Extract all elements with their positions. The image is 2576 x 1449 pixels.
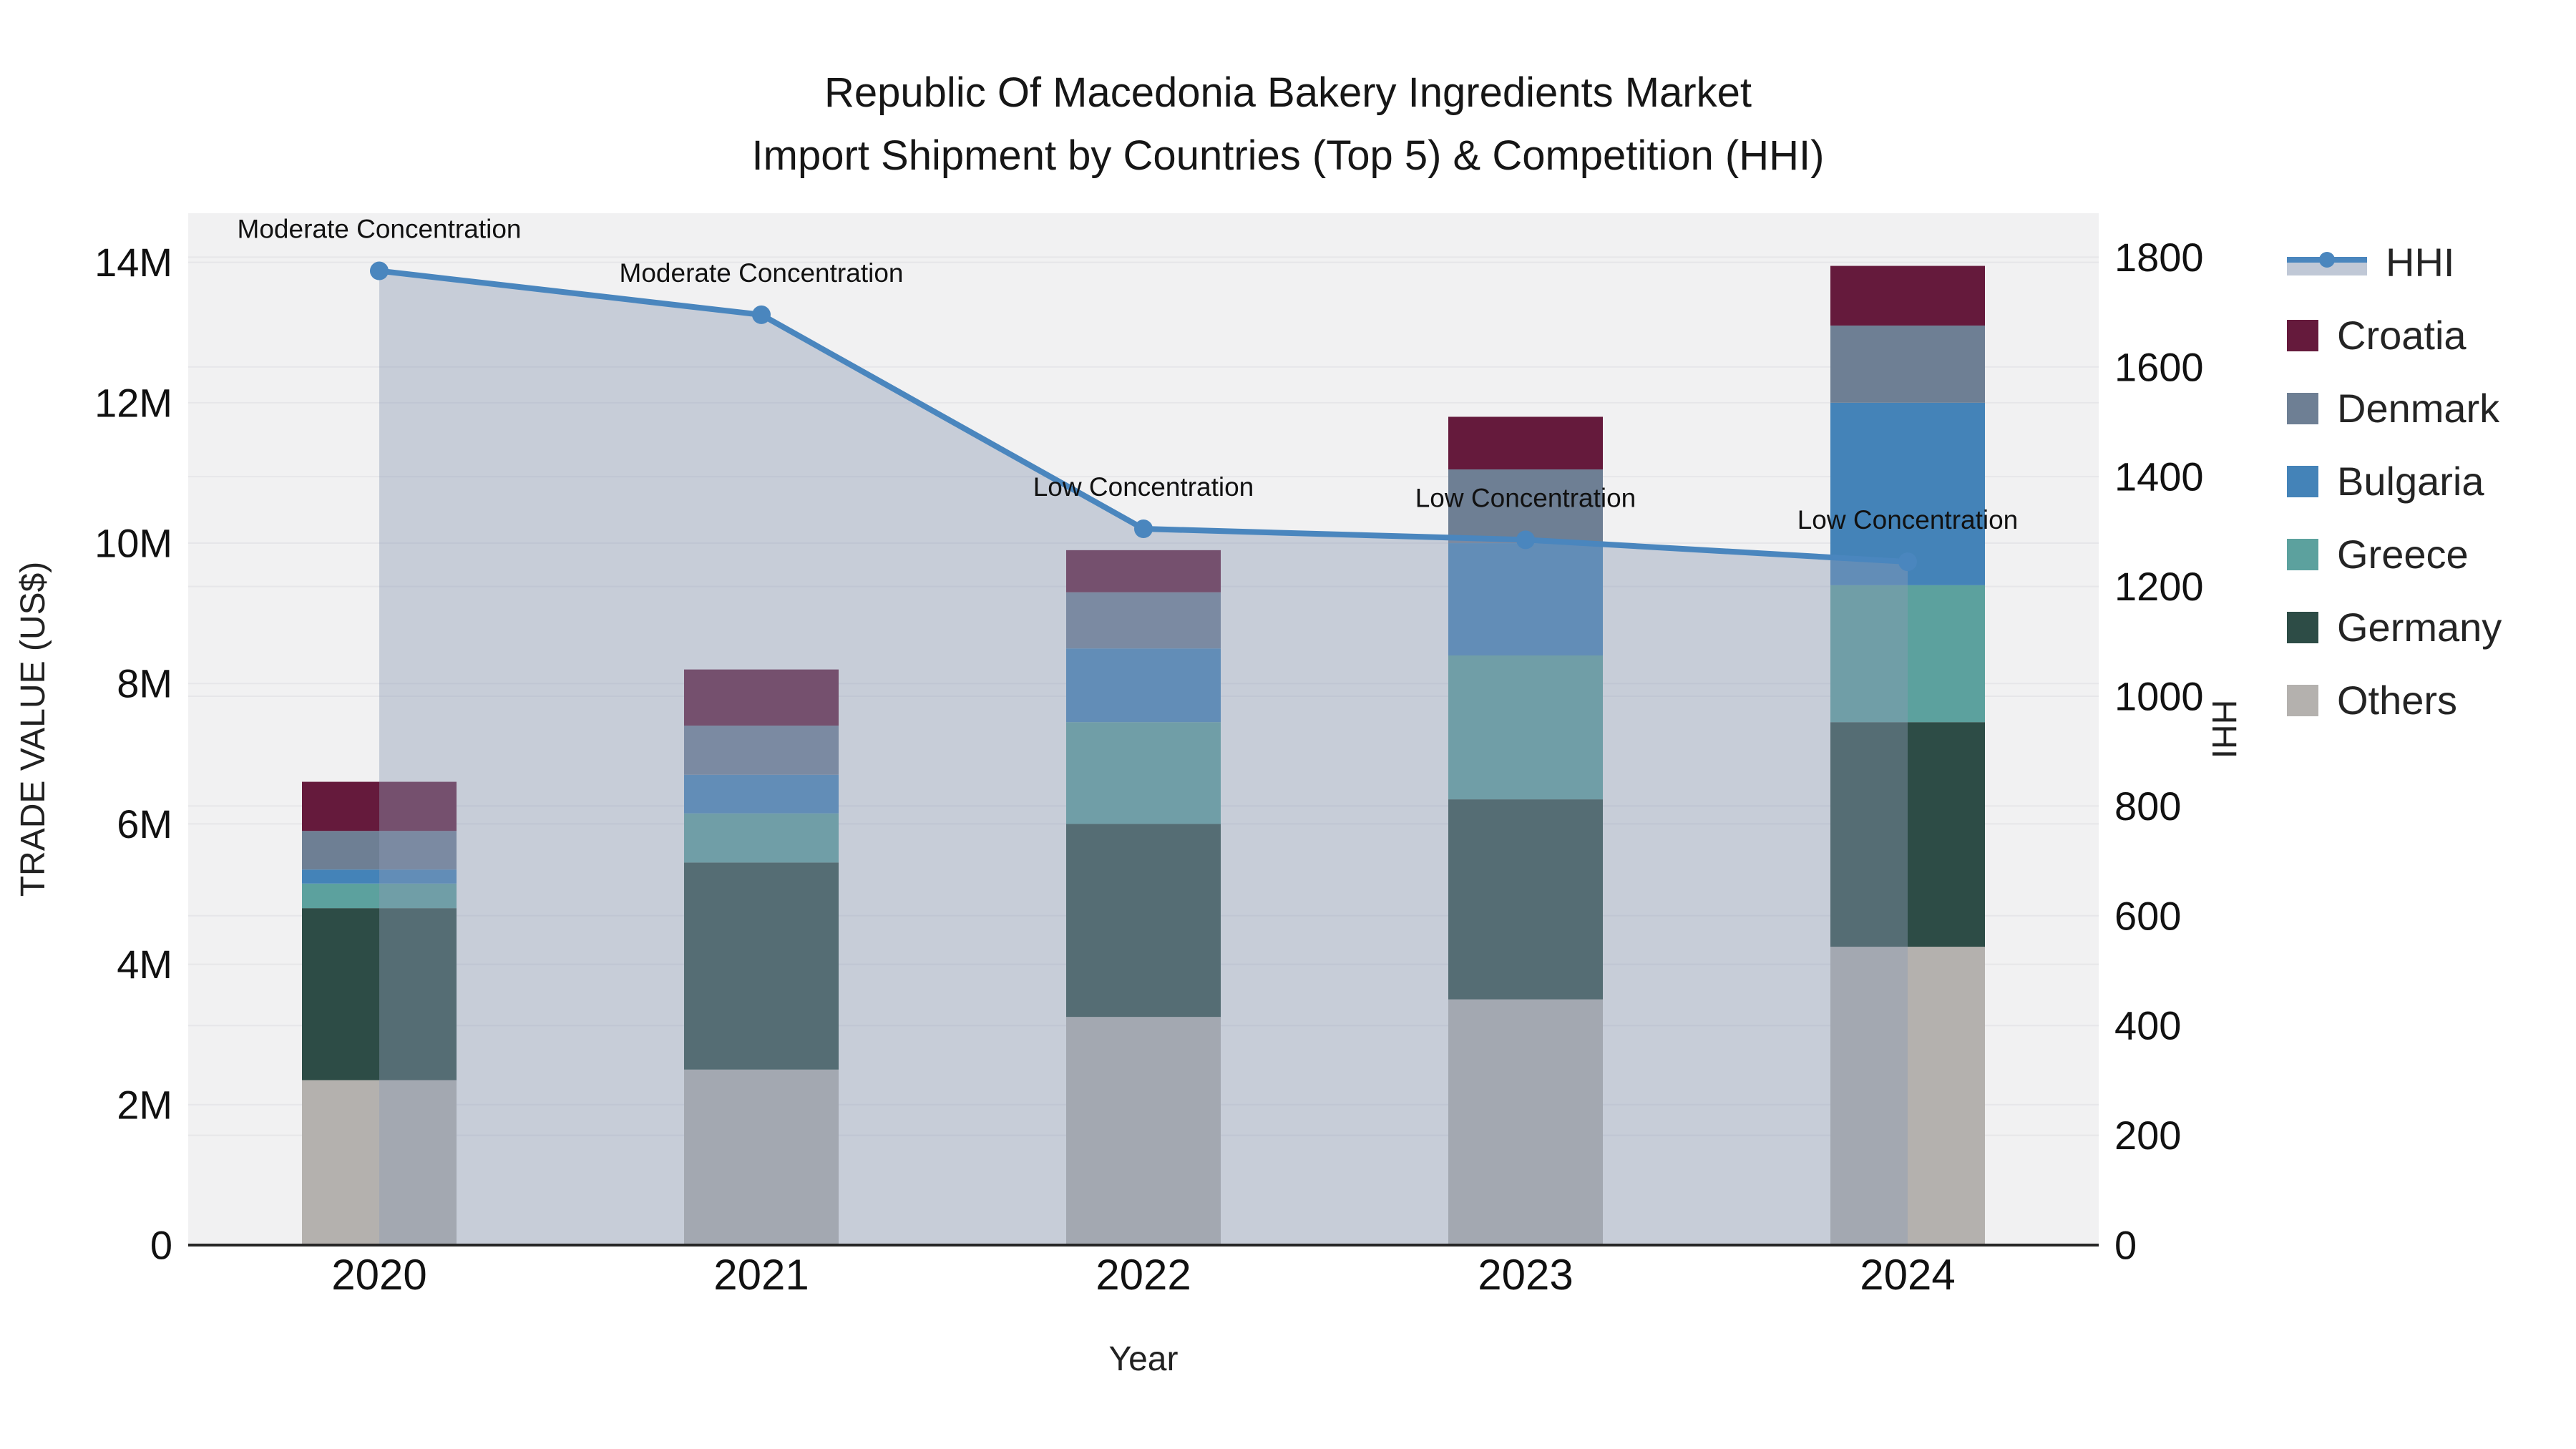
hhi-line-swatch-icon [2287, 247, 2367, 278]
y-left-tick-14M: 14M [94, 240, 172, 285]
x-tick-2023: 2023 [1478, 1251, 1573, 1299]
bar-segment-germany-2024[interactable] [1830, 722, 1985, 947]
others-swatch [2287, 684, 2318, 716]
bar-segment-bulgaria-2021[interactable] [684, 774, 839, 814]
x-tick-2024: 2024 [1860, 1251, 1955, 1299]
bar-segment-germany-2021[interactable] [684, 862, 839, 1070]
bar-segment-germany-2020[interactable] [302, 908, 457, 1080]
x-axis-title: Year [1109, 1340, 1179, 1378]
legend-label-germany: Germany [2337, 605, 2502, 650]
bar-segment-denmark-2024[interactable] [1830, 325, 1985, 403]
y-left-tick-10M: 10M [94, 521, 172, 566]
legend-item-others[interactable]: Others [2287, 677, 2502, 723]
y-right-tick-1000: 1000 [2114, 673, 2204, 718]
bar-segment-greece-2021[interactable] [684, 813, 839, 863]
annotation-2024: Low Concentration [1797, 505, 2019, 535]
y-left-tick-6M: 6M [117, 801, 172, 847]
y-left-axis-title: TRADE VALUE (US$) [14, 562, 52, 897]
y-right-tick-0: 0 [2114, 1223, 2137, 1268]
bar-segment-others-2021[interactable] [684, 1069, 839, 1245]
y-right-axis-title: HHI [2205, 700, 2243, 759]
y-left-tick-12M: 12M [94, 380, 172, 425]
legend-item-croatia[interactable]: Croatia [2287, 312, 2502, 358]
chart-title-line2: Import Shipment by Countries (Top 5) & C… [751, 132, 1825, 179]
greece-swatch [2287, 538, 2318, 570]
legend-item-bulgaria[interactable]: Bulgaria [2287, 458, 2502, 504]
y-right-tick-600: 600 [2114, 893, 2181, 938]
hhi-marker-swatch [2319, 251, 2335, 268]
bar-segment-bulgaria-2022[interactable] [1066, 648, 1221, 723]
hhi-marker-2024[interactable] [1898, 552, 1917, 572]
annotation-2021: Moderate Concentration [620, 258, 904, 288]
legend-item-germany[interactable]: Germany [2287, 604, 2502, 650]
bar-segment-germany-2023[interactable] [1448, 799, 1603, 1000]
y-left-tick-4M: 4M [117, 942, 172, 987]
bar-segment-greece-2020[interactable] [302, 883, 457, 909]
bar-segment-germany-2022[interactable] [1066, 824, 1221, 1018]
x-tick-2021: 2021 [713, 1251, 809, 1299]
bar-segment-others-2023[interactable] [1448, 999, 1603, 1245]
y-right-tick-400: 400 [2114, 1003, 2181, 1048]
bar-segment-greece-2023[interactable] [1448, 655, 1603, 800]
bar-segment-others-2020[interactable] [302, 1080, 457, 1245]
bar-segment-croatia-2021[interactable] [684, 669, 839, 726]
hhi-marker-2023[interactable] [1516, 530, 1535, 550]
bar-segment-others-2022[interactable] [1066, 1017, 1221, 1245]
bar-segment-denmark-2020[interactable] [302, 831, 457, 870]
legend-label-others: Others [2337, 678, 2458, 723]
chart-title: Republic Of Macedonia Bakery Ingredients… [0, 62, 2576, 187]
legend-label-bulgaria: Bulgaria [2337, 459, 2484, 504]
y-left-tick-2M: 2M [117, 1082, 172, 1127]
legend-label-denmark: Denmark [2337, 386, 2500, 431]
annotation-2023: Low Concentration [1415, 483, 1636, 512]
bulgaria-swatch [2287, 465, 2318, 497]
legend: HHI Croatia Denmark Bulgaria Greece Germ… [2287, 239, 2502, 750]
x-tick-2022: 2022 [1096, 1251, 1191, 1299]
legend-item-denmark[interactable]: Denmark [2287, 385, 2502, 431]
germany-swatch [2287, 611, 2318, 643]
legend-label-hhi: HHI [2386, 240, 2455, 285]
croatia-swatch [2287, 319, 2318, 351]
y-left-tick-0: 0 [150, 1223, 172, 1268]
y-right-tick-1200: 1200 [2114, 564, 2204, 609]
bar-segment-denmark-2021[interactable] [684, 726, 839, 775]
y-right-tick-800: 800 [2114, 784, 2181, 829]
y-left-tick-8M: 8M [117, 661, 172, 706]
chart-title-line1: Republic Of Macedonia Bakery Ingredients… [824, 69, 1752, 116]
bar-segment-denmark-2022[interactable] [1066, 592, 1221, 649]
y-right-tick-1400: 1400 [2114, 454, 2204, 499]
bar-segment-bulgaria-2023[interactable] [1448, 543, 1603, 655]
bar-segment-croatia-2023[interactable] [1448, 416, 1603, 470]
denmark-swatch [2287, 392, 2318, 424]
hhi-marker-2022[interactable] [1134, 519, 1153, 539]
annotation-2022: Low Concentration [1033, 472, 1254, 502]
y-right-tick-200: 200 [2114, 1113, 2181, 1158]
bar-segment-croatia-2024[interactable] [1830, 265, 1985, 326]
x-tick-2020: 2020 [331, 1251, 426, 1299]
y-right-tick-1600: 1600 [2114, 344, 2204, 389]
bar-segment-greece-2024[interactable] [1830, 585, 1985, 723]
bar-segment-others-2024[interactable] [1830, 947, 1985, 1245]
annotation-2020: Moderate Concentration [238, 215, 522, 244]
hhi-area-fill [379, 270, 1908, 1245]
legend-label-croatia: Croatia [2337, 313, 2467, 358]
bar-segment-croatia-2022[interactable] [1066, 550, 1221, 592]
legend-item-hhi[interactable]: HHI [2287, 239, 2502, 286]
hhi-marker-2020[interactable] [370, 261, 389, 280]
bar-segment-greece-2022[interactable] [1066, 722, 1221, 824]
hhi-marker-2021[interactable] [752, 305, 771, 324]
bar-segment-croatia-2020[interactable] [302, 781, 457, 831]
bar-segment-bulgaria-2020[interactable] [302, 869, 457, 884]
y-right-tick-1800: 1800 [2114, 235, 2204, 280]
legend-label-greece: Greece [2337, 532, 2469, 577]
legend-item-greece[interactable]: Greece [2287, 531, 2502, 577]
